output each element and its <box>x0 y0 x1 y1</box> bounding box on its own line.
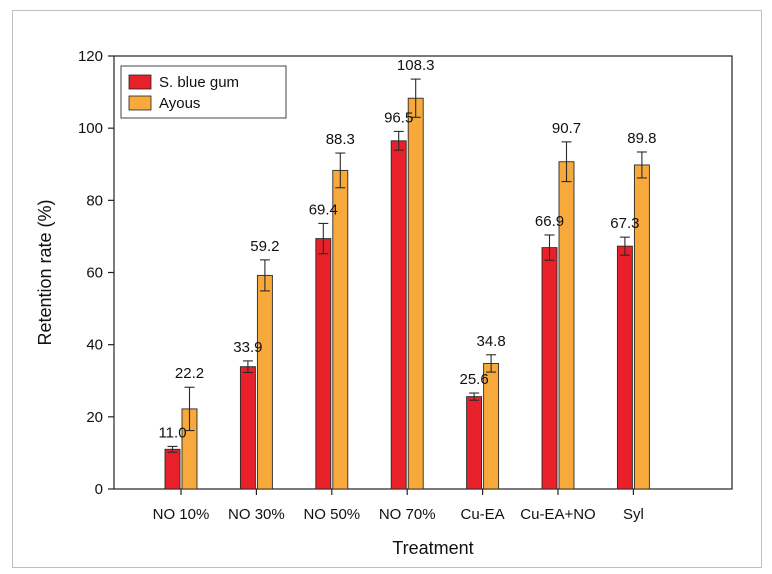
data-label-s-blue-gum-no-10: 11.0 <box>158 424 186 441</box>
data-label-ayous-cu-ea-no: 90.7 <box>552 120 581 137</box>
data-label-ayous-cu-ea: 34.8 <box>476 333 505 350</box>
legend-label-ayous: Ayous <box>159 95 200 112</box>
bar-s-blue-gum-no-70 <box>390 140 407 490</box>
bar-s-blue-gum-syl <box>616 245 633 490</box>
y-tick-label: 100 <box>78 120 103 137</box>
y-tick-label: 20 <box>86 409 103 426</box>
data-label-s-blue-gum-syl: 67.3 <box>610 215 639 232</box>
bar-s-blue-gum-no-30 <box>239 366 256 490</box>
data-labels: 11.0 22.2 33.9 59.2 69.4 88.3 96.5 108.3 25.6 34.… <box>158 57 656 441</box>
x-tick-label-no-30: NO 30% <box>228 506 285 523</box>
data-label-s-blue-gum-cu-ea-no: 66.9 <box>535 213 564 230</box>
x-tick-label-cu-ea-no: Cu-EA+NO <box>520 506 595 523</box>
y-tick-label: 120 <box>78 48 103 65</box>
x-tick-label-no-50: NO 50% <box>303 506 360 523</box>
bar-ayous-cu-ea-no <box>558 161 575 490</box>
y-axis-title: Retention rate (%) <box>35 199 55 345</box>
data-label-s-blue-gum-cu-ea: 25.6 <box>459 371 488 388</box>
data-label-ayous-syl: 89.8 <box>627 130 656 147</box>
data-label-ayous-no-70: 108.3 <box>397 57 435 74</box>
data-label-s-blue-gum-no-50: 69.4 <box>309 201 338 218</box>
y-tick-label: 0 <box>95 481 103 498</box>
legend-swatch-s-blue-gum <box>128 74 152 90</box>
x-axis-title: Treatment <box>392 538 473 558</box>
data-label-ayous-no-30: 59.2 <box>250 238 279 255</box>
data-label-ayous-no-10: 22.2 <box>175 365 204 382</box>
y-tick-label: 80 <box>86 192 103 209</box>
data-label-ayous-no-50: 88.3 <box>326 131 355 148</box>
bar-chart: 0 20 40 60 80 100 120 NO 10% NO 30% NO 50% NO 70% C… <box>35 48 733 558</box>
bar-s-blue-gum-no-10 <box>164 448 181 490</box>
y-tick-label: 60 <box>86 265 103 282</box>
legend-label-s-blue-gum: S. blue gum <box>159 74 239 91</box>
bar-ayous-no-30 <box>256 274 273 490</box>
x-tick-label-no-70: NO 70% <box>379 506 436 523</box>
bar-ayous-no-70 <box>407 97 424 490</box>
bar-s-blue-gum-no-50 <box>315 238 332 490</box>
x-tick-label-no-10: NO 10% <box>153 506 210 523</box>
bars <box>164 78 650 490</box>
legend: S. blue gum Ayous <box>120 65 287 119</box>
bar-s-blue-gum-cu-ea-no <box>541 247 558 490</box>
y-tick-label: 40 <box>86 337 103 354</box>
data-label-s-blue-gum-no-30: 33.9 <box>233 339 262 356</box>
x-tick-label-cu-ea: Cu-EA <box>461 506 505 523</box>
bar-ayous-syl <box>633 164 650 490</box>
x-tick-label-syl: Syl <box>623 506 644 523</box>
data-label-s-blue-gum-no-70: 96.5 <box>384 109 413 126</box>
bar-s-blue-gum-cu-ea <box>466 396 483 490</box>
chart-frame: 0 20 40 60 80 100 120 NO 10% NO 30% NO 50% NO 70% C… <box>12 10 762 568</box>
legend-swatch-ayous <box>128 95 152 111</box>
axes: 0 20 40 60 80 100 120 NO 10% NO 30% NO 50% NO 70% C… <box>78 48 733 523</box>
